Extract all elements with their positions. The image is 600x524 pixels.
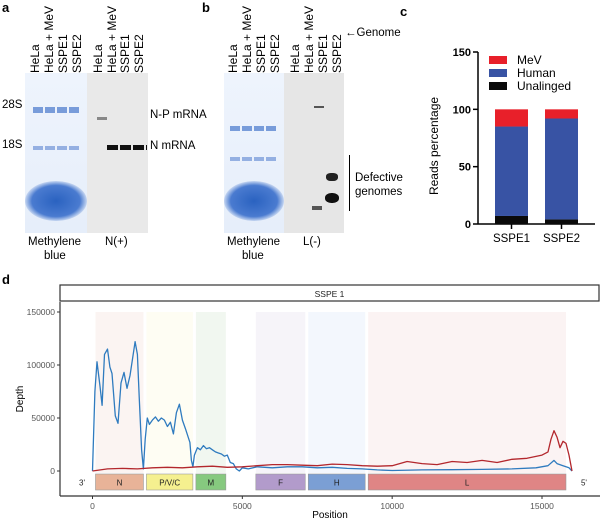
annotation-genome-text: Genome xyxy=(356,27,401,39)
panel-c-label: c xyxy=(400,4,408,19)
gene-label: P/V/C xyxy=(159,479,180,488)
panel-a-stain-caption-1: Methylene xyxy=(28,236,82,248)
annotation-defective: Defective xyxy=(355,172,403,184)
bar-segment-human xyxy=(495,126,528,216)
panel-a-northern-blot xyxy=(87,73,148,233)
y-tick-label: 0 xyxy=(50,466,55,476)
gene-region-pvc xyxy=(146,312,193,473)
y-tick-label: 100000 xyxy=(27,360,56,370)
marker-18s: 18S xyxy=(2,139,23,151)
facet-strip xyxy=(59,284,600,302)
x-tick-label: 10000 xyxy=(380,501,404,511)
x-tick-label: SSPE2 xyxy=(543,233,580,245)
annotation-n-mrna: N mRNA xyxy=(150,140,196,152)
y-tick-label: 50000 xyxy=(31,413,55,423)
series-line-positive-strand xyxy=(91,341,573,472)
panel-b-methylene-gel xyxy=(224,73,284,233)
marker-28s: 28S xyxy=(2,99,23,111)
legend-swatch-mev xyxy=(489,56,507,64)
gene-box-l xyxy=(367,473,567,491)
x-tick-label: 15000 xyxy=(530,501,554,511)
gene-region-l xyxy=(368,312,566,473)
end-label-3prime: 3' xyxy=(79,479,85,488)
bar-segment-human xyxy=(545,118,578,220)
y-tick-label: 0 xyxy=(465,219,471,231)
end-label-5prime: 5' xyxy=(581,479,587,488)
x-tick-label: 5000 xyxy=(233,501,252,511)
x-tick-label: 0 xyxy=(90,501,95,511)
bar-segment-mev xyxy=(545,109,578,119)
facet-title: SSPE 1 xyxy=(315,289,345,299)
y-tick-label: 150000 xyxy=(27,307,56,317)
gene-label: F xyxy=(278,479,283,488)
legend-label: Unalinged xyxy=(517,79,571,93)
panel-b-northern-blot xyxy=(284,73,344,233)
panel-b-blot-caption: L(-) xyxy=(303,236,321,248)
legend-label: Human xyxy=(517,66,556,80)
panel-a-stain-caption-2: blue xyxy=(44,250,66,262)
panel-a-blot-caption: N(+) xyxy=(105,236,128,248)
annotation-n-p-mrna: N-P mRNA xyxy=(150,109,207,121)
gene-label: H xyxy=(334,479,340,488)
y-axis-title: Depth xyxy=(15,386,26,413)
annotation-genome: ←Genome xyxy=(345,27,401,39)
y-tick-label: 100 xyxy=(453,104,471,116)
bar-segment-unalinged xyxy=(495,215,528,224)
series-line-negative-strand xyxy=(92,430,573,472)
gene-box-pvc xyxy=(146,473,194,491)
panel-a-methylene-gel xyxy=(25,73,87,233)
bar-segment-mev xyxy=(495,109,528,127)
annotation-genomes: genomes xyxy=(355,186,403,198)
x-axis-title: Position xyxy=(312,510,348,521)
gene-region-f xyxy=(255,312,306,473)
gene-box-f xyxy=(255,473,306,491)
gene-box-n xyxy=(95,473,144,491)
gene-label: L xyxy=(465,479,470,488)
y-axis-title: Reads percentage xyxy=(427,97,441,195)
legend-swatch-unalinged xyxy=(489,82,507,90)
panel-d-label: d xyxy=(2,272,10,287)
arrow-left-icon: ← xyxy=(345,27,357,39)
gene-label: M xyxy=(208,479,215,488)
y-tick-label: 50 xyxy=(459,162,471,174)
gene-region-m xyxy=(195,312,226,473)
x-tick-label: SSPE1 xyxy=(493,233,530,245)
legend-label: MeV xyxy=(517,53,542,67)
panel-a-label: a xyxy=(2,0,10,15)
gene-region-n xyxy=(95,312,144,473)
gene-label: N xyxy=(117,479,123,488)
reads-percentage-chart: 0 50 100 150 Reads percentage SSPE1 SSPE2 MeVHu… xyxy=(427,47,595,245)
gene-box-h xyxy=(307,473,366,491)
gene-box-m xyxy=(195,473,227,491)
y-tick-label: 150 xyxy=(453,47,471,59)
bar-segment-unalinged xyxy=(545,219,578,224)
panel-b-label: b xyxy=(202,0,210,15)
gene-region-h xyxy=(308,312,366,473)
defective-genomes-bracket xyxy=(349,155,350,211)
legend-swatch-human xyxy=(489,69,507,77)
panel-b-stain-caption-1: Methylene xyxy=(227,236,281,248)
panel-b-stain-caption-2: blue xyxy=(242,250,264,262)
